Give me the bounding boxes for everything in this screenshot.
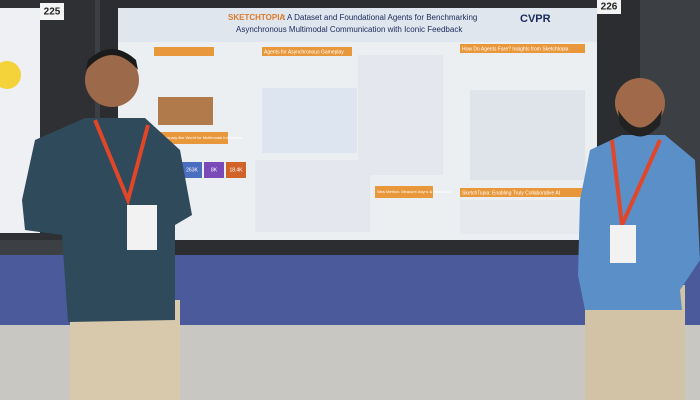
figure	[158, 97, 213, 125]
section-heading-bg	[262, 47, 352, 56]
lanyard	[93, 119, 150, 207]
section-heading-bg	[460, 188, 590, 197]
stat-box	[204, 162, 224, 178]
poster-title-highlight: SKETCHTOPIA	[228, 13, 285, 22]
section-heading: SketchTopia: Enabling Truly Collaborativ…	[462, 190, 560, 196]
booth-tag	[597, 0, 621, 14]
stat: 8K	[211, 167, 218, 173]
beard	[618, 110, 662, 137]
section-heading-bg	[154, 132, 228, 144]
stat-box	[182, 162, 202, 178]
stat: 263K	[186, 167, 198, 173]
section-heading: A Pictionary-like World for Multimodal I…	[156, 135, 242, 140]
figure	[255, 160, 370, 232]
poster-title: Asynchronous Multimodal Communication wi…	[236, 25, 463, 34]
stat-box	[226, 162, 246, 178]
poster-title: : A Dataset and Foundational Agents for …	[283, 13, 477, 22]
badge	[127, 205, 157, 250]
shirt	[578, 135, 700, 310]
face	[615, 78, 665, 128]
text-block	[460, 200, 590, 234]
stat: 18.4K	[229, 167, 243, 173]
section-heading-bg	[154, 47, 214, 56]
booth-tag	[40, 3, 64, 20]
section-heading: How Do Agents Fare? Insights from Sketch…	[462, 46, 569, 52]
section-heading: New Metrics: Measure Async & Feedback	[377, 189, 451, 194]
emoji	[0, 61, 21, 89]
face	[85, 53, 139, 107]
booth-number: 226	[601, 2, 618, 13]
figure	[262, 88, 357, 153]
plaid-shirt	[22, 118, 192, 322]
venue-logo: CVPR	[520, 13, 551, 25]
hair	[86, 49, 138, 70]
figure	[470, 90, 585, 180]
poster-header	[118, 8, 597, 42]
section-heading-bg	[460, 44, 585, 53]
badge	[610, 225, 636, 263]
figure	[358, 55, 443, 175]
booth-number: 225	[44, 7, 61, 18]
section-heading: Agents for Asynchronous Gameplay	[264, 49, 344, 55]
section-heading-bg	[375, 186, 433, 198]
